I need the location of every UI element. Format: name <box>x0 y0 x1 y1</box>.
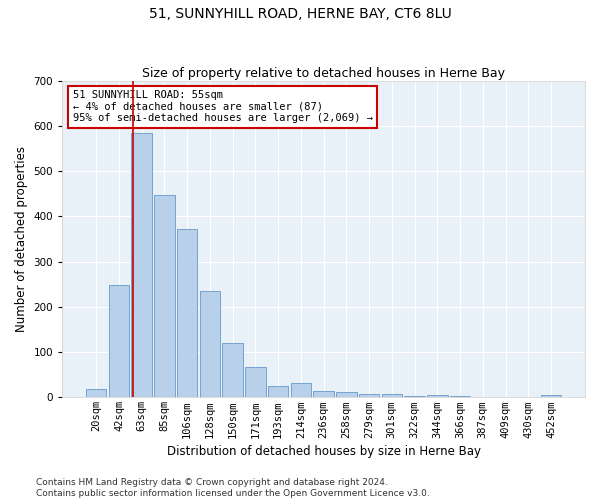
Bar <box>223 343 243 398</box>
Bar <box>268 386 289 398</box>
Bar <box>450 396 470 398</box>
Bar <box>427 395 448 398</box>
Bar <box>154 194 175 398</box>
Bar <box>177 228 197 398</box>
Bar <box>290 383 311 398</box>
Text: Contains HM Land Registry data © Crown copyright and database right 2024.
Contai: Contains HM Land Registry data © Crown c… <box>36 478 430 498</box>
Bar <box>359 394 379 398</box>
Bar <box>109 285 129 398</box>
Bar <box>541 395 561 398</box>
Bar <box>86 389 106 398</box>
Text: 51, SUNNYHILL ROAD, HERNE BAY, CT6 8LU: 51, SUNNYHILL ROAD, HERNE BAY, CT6 8LU <box>149 8 451 22</box>
Y-axis label: Number of detached properties: Number of detached properties <box>15 146 28 332</box>
Bar <box>313 391 334 398</box>
Bar <box>382 394 402 398</box>
Bar <box>131 132 152 398</box>
X-axis label: Distribution of detached houses by size in Herne Bay: Distribution of detached houses by size … <box>167 444 481 458</box>
Text: 51 SUNNYHILL ROAD: 55sqm
← 4% of detached houses are smaller (87)
95% of semi-de: 51 SUNNYHILL ROAD: 55sqm ← 4% of detache… <box>73 90 373 124</box>
Bar <box>404 396 425 398</box>
Bar <box>200 291 220 398</box>
Title: Size of property relative to detached houses in Herne Bay: Size of property relative to detached ho… <box>142 66 505 80</box>
Bar <box>245 366 266 398</box>
Bar <box>336 392 356 398</box>
